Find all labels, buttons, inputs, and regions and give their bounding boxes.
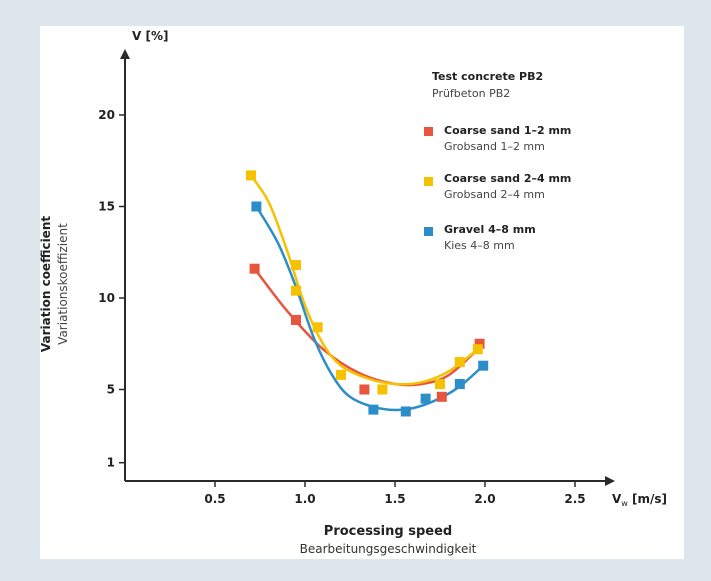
legend-title: Test concrete PB2 — [432, 70, 543, 83]
legend-sublabel-coarse-sand-2-4: Grobsand 2–4 mm — [444, 188, 545, 201]
y-tick-label: 5 — [107, 383, 115, 397]
legend-title-sub: Prüfbeton PB2 — [432, 87, 510, 100]
x-tick-label: 2.0 — [474, 492, 495, 506]
data-point-coarse-sand-2-4 — [291, 260, 301, 271]
data-point-coarse-sand-2-4 — [377, 384, 388, 395]
data-point-coarse-sand-2-4 — [336, 369, 346, 380]
x-axis-title: Processing speed — [324, 524, 452, 539]
y-tick-label: 20 — [98, 108, 115, 122]
data-point-coarse-sand-1-2 — [359, 384, 370, 395]
legend-sublabel-coarse-sand-1-2: Grobsand 1–2 mm — [444, 140, 545, 153]
legend-label-coarse-sand-1-2: Coarse sand 1–2 mm — [444, 124, 571, 137]
x-tick-label: 2.5 — [564, 492, 585, 506]
data-point-gravel-4-8 — [368, 404, 379, 415]
data-point-coarse-sand-2-4 — [454, 357, 465, 368]
data-point-coarse-sand-1-2 — [249, 263, 260, 274]
chart-panel: 0.5 1.0 1.5 2.0 2.5 1 5 10 15 20 V [%] Variation … — [40, 26, 684, 559]
fit-curve-coarse-sand-1-2 — [253, 267, 481, 387]
data-point-coarse-sand-1-2 — [436, 391, 447, 402]
legend-label-gravel-4-8: Gravel 4–8 mm — [444, 223, 536, 236]
y-axis-unit-label: V [%] — [132, 29, 168, 43]
x-tick-label: 1.5 — [384, 492, 405, 506]
legend-swatch-coarse-sand-1-2 — [424, 127, 433, 136]
data-point-gravel-4-8 — [454, 379, 465, 390]
data-point-coarse-sand-2-4 — [435, 379, 445, 390]
y-tick-label: 1 — [107, 456, 115, 470]
data-point-coarse-sand-2-4 — [291, 285, 301, 296]
y-tick-label: 15 — [98, 200, 115, 214]
legend: Test concrete PB2 Prüfbeton PB2 Coarse s… — [424, 70, 571, 252]
data-point-coarse-sand-1-2 — [291, 314, 301, 325]
data-point-coarse-sand-1-2 — [474, 338, 485, 349]
x-tick-label: 1.0 — [294, 492, 315, 506]
data-point-gravel-4-8 — [420, 393, 431, 404]
x-tick-label: 0.5 — [204, 492, 225, 506]
legend-swatch-gravel-4-8 — [424, 227, 433, 236]
y-axis-subtitle: Variationskoeffizient — [56, 223, 70, 345]
data-point-coarse-sand-2-4 — [312, 322, 323, 333]
data-point-gravel-4-8 — [251, 201, 262, 212]
legend-label-coarse-sand-2-4: Coarse sand 2–4 mm — [444, 172, 571, 185]
x-axis-unit-label: Vw [m/s] — [612, 492, 667, 508]
x-axis-subtitle: Bearbeitungsgeschwindigkeit — [300, 542, 477, 556]
y-tick-label: 10 — [98, 291, 115, 305]
data-point-gravel-4-8 — [478, 360, 489, 371]
data-point-gravel-4-8 — [400, 406, 411, 417]
data-point-coarse-sand-2-4 — [246, 170, 256, 181]
legend-swatch-coarse-sand-2-4 — [424, 177, 433, 186]
fit-curve-coarse-sand-2-4 — [249, 174, 480, 386]
y-axis-title: Variation coefficient — [40, 216, 53, 352]
data-point-coarse-sand-2-4 — [472, 344, 483, 355]
legend-sublabel-gravel-4-8: Kies 4–8 mm — [444, 239, 515, 252]
